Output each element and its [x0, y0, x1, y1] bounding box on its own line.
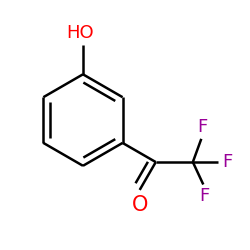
Text: HO: HO — [67, 24, 94, 42]
Text: F: F — [200, 188, 210, 206]
Text: F: F — [198, 118, 208, 136]
Text: F: F — [222, 153, 232, 171]
Text: O: O — [132, 195, 148, 215]
